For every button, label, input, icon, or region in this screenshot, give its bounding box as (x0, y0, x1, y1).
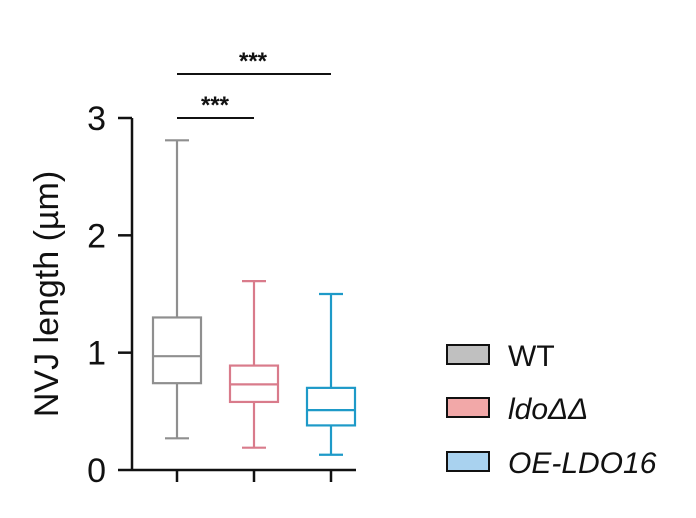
legend-layer: WT ldoΔΔ OE-LDO16 (446, 340, 657, 480)
box-3 (305, 292, 357, 456)
legend-swatch (446, 344, 490, 365)
y-tick-label: 2 (87, 217, 106, 255)
box-rect (305, 386, 357, 427)
significance-label: *** (201, 92, 230, 119)
y-tick-label: 1 (87, 335, 106, 373)
y-tick-label: 0 (87, 452, 106, 490)
axes-layer: 0 1 2 3 NVJ length (µm) (28, 100, 356, 490)
legend-label: ldoΔΔ (508, 393, 588, 426)
legend-swatch (446, 451, 490, 472)
legend-label: OE-LDO16 (508, 447, 657, 480)
legend-swatch (446, 397, 490, 418)
significance-layer: *** *** (177, 48, 331, 119)
y-axis-label: NVJ length (µm) (28, 171, 66, 417)
boxes-layer (151, 139, 357, 456)
y-tick-label: 3 (87, 100, 106, 138)
box-2 (228, 279, 280, 449)
significance-label: *** (239, 48, 268, 75)
box-rect (151, 316, 203, 385)
box-1 (151, 139, 203, 440)
legend-label: WT (508, 340, 555, 373)
